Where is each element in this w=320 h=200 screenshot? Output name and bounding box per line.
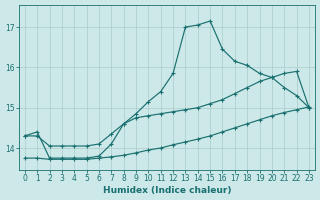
X-axis label: Humidex (Indice chaleur): Humidex (Indice chaleur) bbox=[103, 186, 231, 195]
